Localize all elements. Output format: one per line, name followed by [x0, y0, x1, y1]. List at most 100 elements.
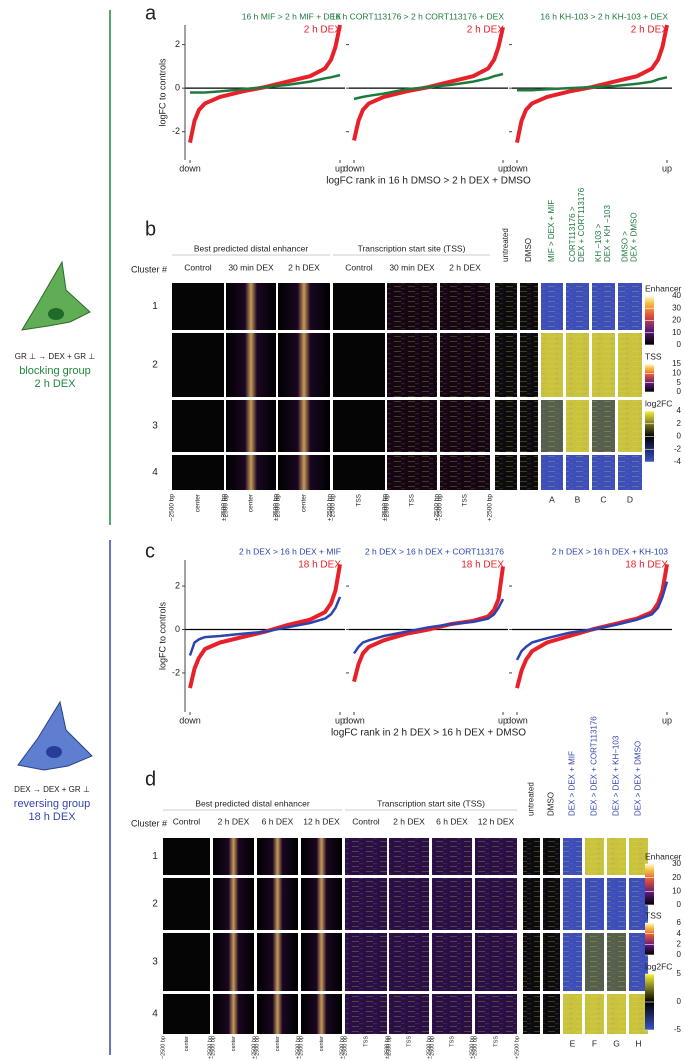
cluster-number: 2: [152, 360, 158, 371]
heatmap-texture: [345, 994, 387, 1034]
fc-texture: [563, 994, 582, 1034]
x-position-label: TSS: [406, 1036, 412, 1047]
panel-label: c: [145, 540, 155, 562]
cluster-number: 3: [152, 957, 158, 968]
condition-label: DEX > DEX + MIF: [568, 751, 577, 816]
fc-texture: [566, 333, 589, 397]
colorbar-tick-label: 5: [677, 969, 682, 978]
condition-label: DMSO: [547, 792, 556, 816]
colorbar-tick-label: -2: [674, 444, 682, 453]
heatmap-texture: [389, 838, 429, 875]
condition-label: DMSO >: [621, 231, 630, 262]
fc-texture: [618, 400, 642, 452]
fc-texture: [607, 838, 626, 875]
colorbar-title: log2FC: [645, 398, 672, 408]
x-position-label: +2500 bp: [487, 494, 494, 522]
series-line: [188, 563, 342, 689]
colorbar-tick-label: 4: [677, 929, 682, 938]
series-line: [188, 24, 342, 144]
heatmap-cell: [333, 400, 385, 452]
column-label: Control: [184, 262, 212, 272]
column-label: 2 h DEX: [393, 816, 425, 826]
legend-entry: 18 h DEX: [461, 560, 504, 571]
series-line: [353, 72, 504, 101]
fc-texture: [585, 838, 604, 875]
panel-label: d: [145, 768, 156, 790]
x-position-label: TSS: [409, 493, 416, 506]
heatmap-cell: [257, 838, 298, 875]
cluster-number: 2: [152, 899, 158, 910]
heatmap-cell: [163, 838, 210, 875]
cluster-title: Cluster #: [131, 818, 167, 828]
heatmap-cell: [213, 838, 254, 875]
x-position-label: +2500 bp: [384, 1036, 390, 1059]
cell-nucleus: [46, 746, 62, 758]
x-position-label: center: [184, 1036, 190, 1051]
x-position-label: −2500 bp: [384, 494, 391, 522]
colorbar-tick-label: 15: [672, 359, 681, 368]
heatmap-cell: [301, 878, 342, 930]
fc-texture: [566, 400, 589, 452]
condition-label: KH −103 >: [594, 223, 603, 262]
column-label: 6 h DEX: [262, 816, 294, 826]
colorbar-tick-label: -4: [674, 457, 682, 466]
fc-texture: [523, 838, 540, 875]
x-tick-label: down: [343, 163, 365, 173]
column-letter: C: [600, 494, 606, 504]
heatmap-texture: [440, 455, 490, 490]
fc-texture: [585, 933, 604, 991]
column-label: 2 h DEX: [449, 262, 481, 272]
series-line: [352, 566, 505, 683]
x-position-label: TSS: [462, 493, 469, 506]
heatmap-texture: [475, 878, 517, 930]
fc-texture: [520, 455, 538, 490]
heatmap-texture: [432, 878, 472, 930]
colorbar-tick-label: 0: [677, 340, 682, 349]
heatmap-cell: [333, 455, 385, 490]
x-position-label: +2500 bp: [295, 1036, 301, 1059]
column-label: 6 h DEX: [436, 816, 468, 826]
fc-texture: [592, 400, 615, 452]
x-position-label: −2500 bp: [223, 494, 230, 522]
legend-entry: 18 h DEX: [298, 560, 341, 571]
heatmap-cell: [226, 283, 276, 330]
heatmap-texture: [389, 878, 429, 930]
legend-entry: 18 h DEX: [625, 560, 668, 571]
heatmap-cell: [226, 455, 276, 490]
heatmap-cell: [278, 400, 330, 452]
x-position-label: TSS: [363, 1036, 369, 1047]
series-line: [515, 563, 669, 689]
x-position-label: center: [275, 1036, 281, 1051]
cluster-number: 1: [152, 301, 158, 312]
fc-texture: [618, 333, 642, 397]
x-tick-label: up: [662, 715, 672, 725]
x-position-label: −2500 bp: [210, 1036, 216, 1059]
cluster-number: 4: [152, 1009, 158, 1020]
x-position-label: −2500 bp: [330, 494, 337, 522]
colorbar-title: Enhancer: [645, 283, 682, 293]
heatmap-cell: [333, 333, 385, 397]
heatmap-texture: [345, 878, 387, 930]
heatmap-cell: [257, 878, 298, 930]
fc-texture: [520, 333, 538, 397]
heatmap-cell: [172, 455, 224, 490]
colorbar-tick-label: 20: [672, 873, 681, 882]
heatmap-cell: [301, 838, 342, 875]
condition-label: untreated: [527, 782, 536, 816]
x-position-label: center: [248, 493, 255, 512]
x-position-label: +2500 bp: [207, 1036, 213, 1059]
colorbar-tick-label: 10: [672, 886, 681, 895]
fc-texture: [629, 838, 648, 875]
column-letter: H: [635, 1038, 641, 1048]
group-time: 18 h DEX: [28, 811, 76, 823]
x-tick-label: down: [506, 715, 528, 725]
colorbar-tick-label: 4: [677, 406, 682, 415]
condition-label: DMSO: [524, 238, 533, 262]
column-label: 12 h DEX: [478, 816, 515, 826]
x-position-label: TSS: [493, 1036, 499, 1047]
fc-texture: [543, 933, 560, 991]
colorbar-tick-label: -5: [674, 1025, 682, 1034]
series-line: [517, 76, 668, 92]
fc-texture: [563, 878, 582, 930]
fc-texture: [563, 933, 582, 991]
